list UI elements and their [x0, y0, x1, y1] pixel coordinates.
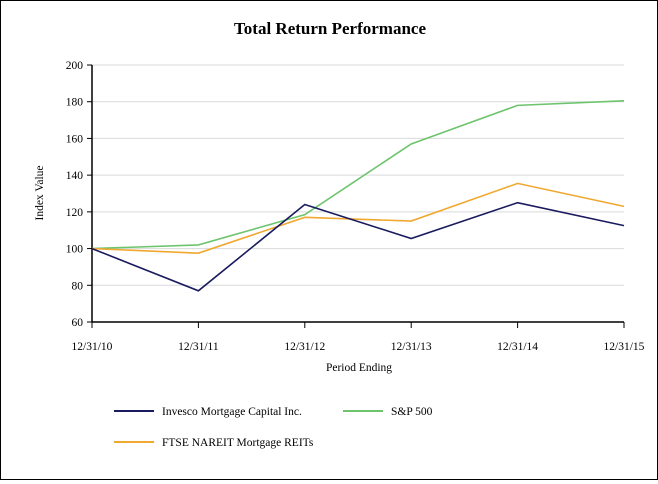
grid-lines [92, 64, 624, 286]
x-tick-label: 12/31/12 [284, 341, 325, 353]
legend-label-1: S&P 500 [391, 406, 433, 418]
y-tick-labels: 60 80 100 120 140 160 180 200 [66, 60, 84, 329]
series-line-2 [91, 182, 625, 254]
x-tick-label: 12/31/13 [391, 341, 432, 353]
x-tick-label: 12/31/10 [72, 341, 113, 353]
y-tick-label: 120 [66, 207, 84, 219]
legend-label-2: FTSE NAREIT Mortgage REITs [162, 437, 314, 449]
series-line-1 [91, 99, 625, 250]
y-tick-label: 60 [72, 317, 84, 329]
legend: Invesco Mortgage Capital Inc. S&P 500 FTSE… [114, 406, 433, 449]
x-axis-label: Period Ending [326, 362, 392, 374]
y-tick-label: 180 [66, 97, 84, 109]
y-tick-label: 140 [66, 170, 84, 182]
y-tick-label: 80 [72, 280, 84, 292]
x-tick-label: 12/31/11 [178, 341, 219, 353]
series-line-0 [91, 201, 625, 292]
y-tick-label: 200 [66, 60, 84, 72]
y-tick-label: 160 [66, 133, 84, 145]
axes [87, 64, 625, 328]
y-tick-label: 100 [66, 244, 84, 256]
x-tick-label: 12/31/14 [497, 341, 538, 353]
legend-label-0: Invesco Mortgage Capital Inc. [162, 406, 302, 418]
x-tick-label: 12/31/15 [604, 341, 645, 353]
chart-title: Total Return Performance [234, 19, 426, 38]
series-lines [91, 99, 625, 292]
y-axis-label: Index Value [34, 165, 46, 220]
x-tick-labels: 12/31/10 12/31/11 12/31/12 12/31/13 12/31/14… [72, 341, 645, 353]
